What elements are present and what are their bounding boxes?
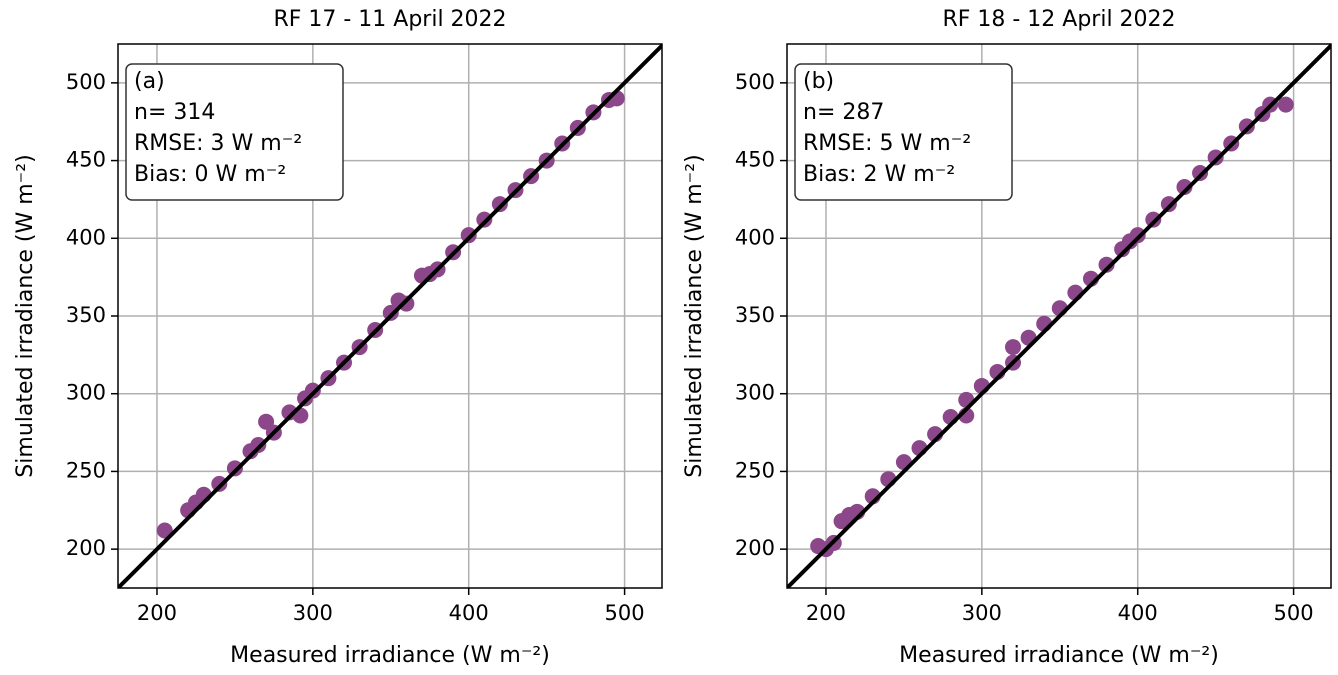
points	[787, 44, 1331, 588]
point	[1145, 211, 1162, 228]
identity-line	[787, 44, 1331, 588]
point	[398, 295, 415, 312]
y-tick-label: 350	[66, 303, 106, 327]
annotation-box	[794, 63, 1013, 201]
annotation-text: RMSE: 3 W m⁻²	[134, 131, 302, 156]
y-tick-label: 200	[735, 536, 775, 560]
y-tick-label: 200	[66, 536, 106, 560]
y-tick-label: 400	[735, 225, 775, 249]
x-tick-label: 300	[962, 601, 1002, 625]
x-tick-label: 200	[806, 601, 846, 625]
annotation-text: n= 287	[803, 100, 884, 125]
y-tick-label: 450	[66, 148, 106, 172]
y-tick-label: 300	[66, 381, 106, 405]
y-tick-label: 350	[735, 303, 775, 327]
axes-frame	[117, 43, 663, 589]
annotation-text: Bias: 2 W m⁻²	[803, 162, 955, 187]
identity-line	[118, 44, 662, 588]
point	[1129, 227, 1146, 244]
point	[1207, 149, 1224, 166]
annotation-box	[125, 63, 344, 201]
annotation-text: (b)	[803, 69, 834, 94]
points	[118, 44, 662, 588]
chart-title: RF 18 - 12 April 2022	[942, 7, 1175, 32]
annotation-text: Bias: 0 W m⁻²	[134, 162, 286, 187]
x-tick-label: 400	[1118, 601, 1158, 625]
panel: 200 300 400 500 200 250 300 350 400 450 500 RF 18 -…	[682, 7, 1332, 668]
point	[382, 304, 399, 321]
x-tick-label: 500	[1274, 601, 1314, 625]
point	[476, 211, 493, 228]
point	[1160, 196, 1177, 213]
y-tick-label: 500	[66, 70, 106, 94]
chart-title: RF 17 - 11 April 2022	[273, 7, 506, 32]
y-tick-label: 450	[735, 148, 775, 172]
panel: 200 300 400 500 200 250 300 350 400 450 500 RF 17 -…	[13, 7, 663, 668]
x-axis-label: Measured irradiance (W m⁻²)	[899, 643, 1219, 668]
point	[460, 227, 477, 244]
y-tick-label: 250	[735, 458, 775, 482]
point	[1005, 339, 1022, 356]
point	[1277, 96, 1294, 113]
point	[250, 437, 267, 454]
y-tick-label: 250	[66, 458, 106, 482]
y-axis-label: Simulated irradiance (W m⁻²)	[682, 154, 707, 477]
point	[156, 522, 173, 539]
point	[211, 475, 228, 492]
point	[304, 382, 321, 399]
annotation-text: RMSE: 5 W m⁻²	[803, 131, 971, 156]
y-tick-label: 500	[735, 70, 775, 94]
y-tick-label: 300	[735, 381, 775, 405]
point	[1098, 256, 1115, 273]
point	[1176, 178, 1193, 195]
point	[491, 196, 508, 213]
annotation-text: (a)	[134, 69, 165, 94]
x-tick-label: 300	[293, 601, 333, 625]
y-axis-label: Simulated irradiance (W m⁻²)	[13, 154, 38, 477]
x-tick-label: 200	[137, 601, 177, 625]
point	[1192, 165, 1209, 182]
axes-frame	[786, 43, 1332, 589]
annotation-text: n= 314	[134, 100, 215, 125]
point	[1238, 118, 1255, 135]
x-tick-label: 400	[449, 601, 489, 625]
y-tick-label: 400	[66, 225, 106, 249]
x-axis-label: Measured irradiance (W m⁻²)	[230, 643, 550, 668]
x-tick-label: 500	[605, 601, 645, 625]
point	[226, 460, 243, 477]
